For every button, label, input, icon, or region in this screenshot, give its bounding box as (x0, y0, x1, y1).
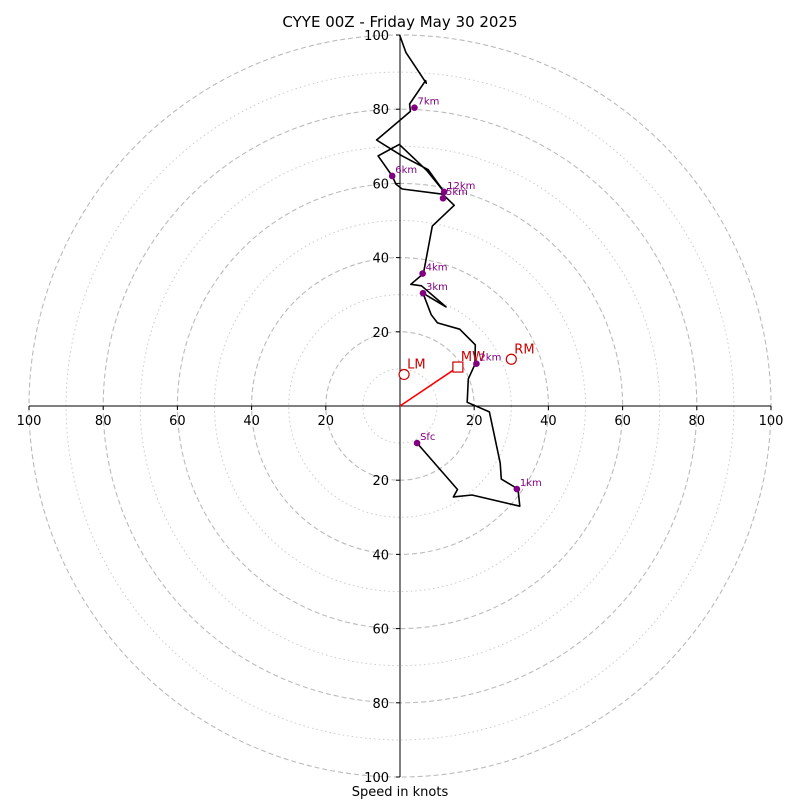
x-tick-label: 100 (759, 414, 784, 429)
height-marker-sfc (413, 439, 421, 447)
mean-wind-vector (399, 366, 459, 407)
x-tick-label: 100 (17, 414, 42, 429)
height-label-6km: 6km (395, 165, 417, 176)
height-label-5km: 5km (446, 187, 468, 198)
height-marker-2km (473, 360, 480, 368)
x-tick-label: 80 (95, 414, 112, 429)
x-tick-label: 20 (318, 414, 335, 429)
y-tick-label: 80 (372, 103, 389, 118)
y-tick-label: 100 (364, 29, 389, 44)
y-tick-label: 80 (372, 697, 389, 712)
height-label-7km: 7km (417, 97, 439, 108)
y-tick-label: 40 (372, 252, 389, 267)
x-tick-label: 40 (540, 414, 557, 429)
height-marker-6km (388, 172, 396, 180)
tick-labels: 100 100 100 100 80 80 80 80 60 60 60 60 40 40 40 40 20 20… (17, 29, 784, 786)
storm-label-lm: LM (407, 357, 425, 372)
height-marker-1km (513, 485, 521, 493)
y-tick-label: 20 (372, 474, 389, 489)
x-tick-label: 60 (169, 414, 186, 429)
height-label-3km: 3km (426, 282, 448, 293)
y-tick-label: 40 (372, 548, 389, 563)
height-marker-4km (419, 270, 426, 277)
height-marker-5km (439, 194, 447, 202)
x-tick-label: 20 (466, 414, 483, 429)
storm-motion: RM LM MW (398, 342, 535, 407)
height-label-sfc: Sfc (420, 432, 435, 443)
height-marker-7km (411, 104, 418, 112)
y-tick-label: 100 (364, 771, 389, 786)
height-marker-3km (419, 289, 427, 297)
storm-marker-lm (398, 368, 410, 381)
x-axis-label: Speed in knots (352, 785, 449, 800)
height-label-4km: 4km (426, 263, 448, 274)
y-tick-label: 60 (372, 623, 389, 638)
chart-title: CYYE 00Z - Friday May 30 2025 (282, 13, 517, 31)
hodograph-line (375, 34, 521, 508)
height-label-1km: 1km (520, 478, 542, 489)
storm-marker-mw (452, 361, 464, 373)
storm-label-rm: RM (514, 342, 534, 357)
x-tick-label: 40 (243, 414, 260, 429)
height-markers: Sfc 1km 2km 3km 4km 5km 6km 7km 12km (388, 97, 542, 493)
y-tick-label: 20 (372, 326, 389, 341)
y-tick-label: 60 (372, 177, 389, 192)
height-label-12km: 12km (447, 181, 475, 192)
hodograph-trace (375, 34, 521, 508)
x-tick-label: 80 (689, 414, 706, 429)
x-tick-label: 60 (614, 414, 631, 429)
height-label-2km: 2km (479, 353, 501, 364)
storm-marker-rm (505, 353, 517, 365)
height-marker-12km (440, 188, 448, 196)
storm-label-mw: MW (461, 350, 485, 365)
